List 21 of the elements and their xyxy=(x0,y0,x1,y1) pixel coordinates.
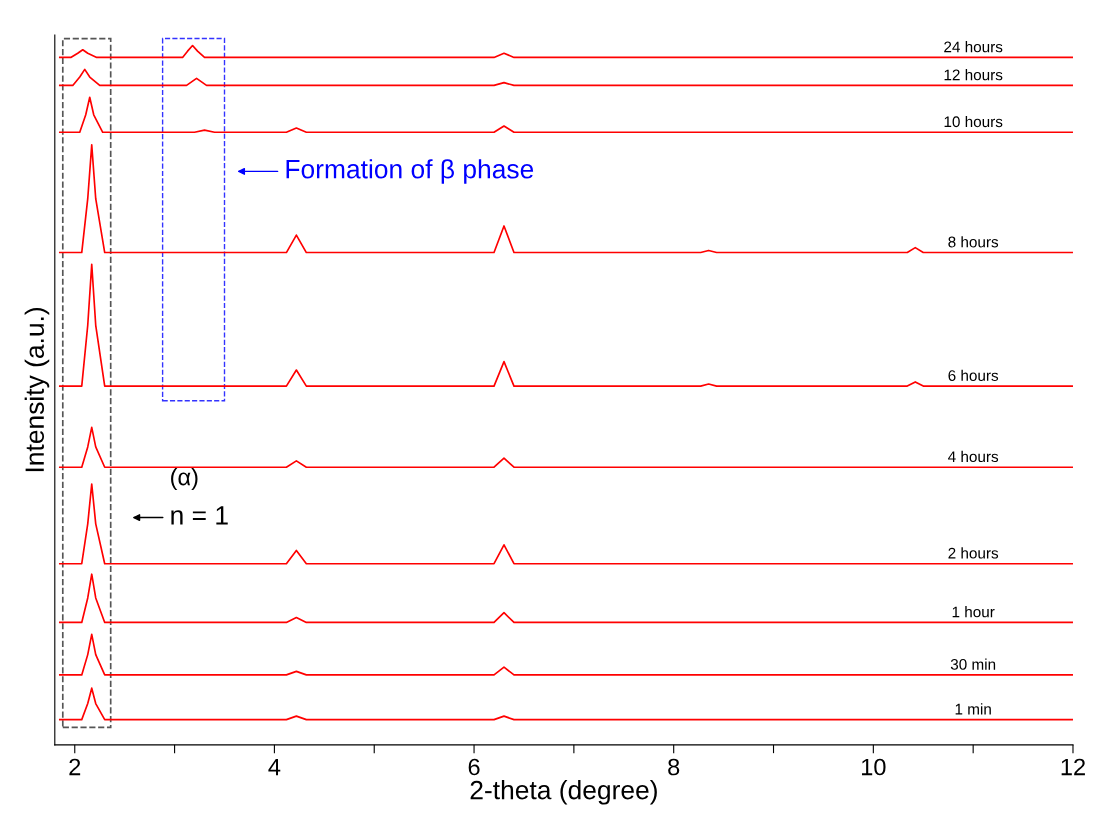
series-label: 12 hours xyxy=(944,69,1003,81)
annotation: n = 1 xyxy=(171,506,228,525)
series-label: 1 min xyxy=(955,703,991,715)
annotation: Formation of β phase xyxy=(286,159,534,184)
series-label: 2 hours xyxy=(948,547,999,559)
series-label: 6 hours xyxy=(948,369,999,381)
series-label: 10 hours xyxy=(944,115,1003,128)
series-label: 4 hours xyxy=(948,450,999,463)
series-label: 1 hour xyxy=(952,606,995,618)
x-tick-label: 4 xyxy=(268,758,281,776)
series-label: 8 hours xyxy=(948,236,999,248)
x-tick-label: 8 xyxy=(668,758,680,776)
x-tick-label: 12 xyxy=(1061,758,1085,776)
x-axis-title: 2-theta (degree) xyxy=(470,780,657,805)
y-axis-title: Intensity (a.u.) xyxy=(24,307,50,472)
annotation: (α) xyxy=(171,468,198,491)
x-tick-label: 6 xyxy=(468,758,480,776)
x-tick-label: 10 xyxy=(862,758,886,776)
series-label: 24 hours xyxy=(944,41,1003,53)
series-label: 30 min xyxy=(950,658,996,670)
x-tick-label: 2 xyxy=(69,758,81,776)
